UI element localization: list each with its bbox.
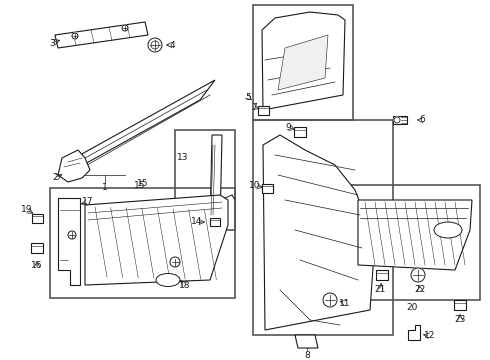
Polygon shape: [358, 200, 472, 270]
Bar: [454, 300, 466, 310]
Bar: [175, 130, 235, 230]
Text: 19: 19: [21, 206, 33, 215]
Bar: [262, 184, 272, 193]
Circle shape: [411, 268, 425, 282]
Polygon shape: [58, 150, 90, 182]
Circle shape: [148, 38, 162, 52]
Text: 13: 13: [177, 153, 189, 162]
Text: 7: 7: [251, 103, 257, 112]
Polygon shape: [58, 198, 80, 285]
Polygon shape: [278, 35, 328, 90]
Bar: [31, 243, 43, 253]
Text: 15: 15: [137, 179, 149, 188]
Circle shape: [151, 41, 159, 49]
Bar: [350, 185, 480, 300]
Circle shape: [72, 33, 78, 39]
Polygon shape: [55, 22, 148, 48]
Bar: [376, 270, 388, 280]
Text: 12: 12: [424, 332, 436, 341]
Text: 20: 20: [406, 302, 417, 311]
Polygon shape: [408, 325, 420, 340]
Bar: [31, 213, 43, 222]
Text: 6: 6: [419, 116, 425, 125]
Bar: [253, 5, 353, 120]
Bar: [253, 120, 393, 335]
Text: 9: 9: [285, 122, 291, 131]
Polygon shape: [85, 195, 228, 285]
Text: 2: 2: [52, 174, 58, 183]
Text: 5: 5: [245, 93, 251, 102]
Circle shape: [323, 293, 337, 307]
Bar: [50, 188, 235, 298]
Text: 4: 4: [169, 40, 175, 49]
Circle shape: [394, 117, 400, 123]
Ellipse shape: [156, 274, 180, 287]
Text: 23: 23: [454, 315, 466, 324]
Text: 8: 8: [304, 351, 310, 360]
Text: 10: 10: [249, 181, 261, 190]
Text: 14: 14: [191, 217, 203, 226]
Polygon shape: [210, 135, 222, 225]
Text: 11: 11: [339, 298, 351, 307]
Bar: [210, 218, 220, 226]
Text: 18: 18: [179, 280, 191, 289]
Text: 16: 16: [31, 261, 43, 270]
Bar: [393, 116, 407, 124]
Text: 15: 15: [134, 180, 146, 189]
Text: 3: 3: [49, 39, 55, 48]
Circle shape: [68, 231, 76, 239]
Polygon shape: [295, 335, 318, 348]
Ellipse shape: [434, 222, 462, 238]
Bar: [258, 105, 269, 114]
Polygon shape: [65, 80, 215, 175]
Circle shape: [122, 25, 128, 31]
Bar: [294, 127, 306, 137]
Text: 21: 21: [374, 285, 386, 294]
Text: 1: 1: [102, 184, 108, 193]
Polygon shape: [263, 135, 375, 330]
Polygon shape: [262, 12, 345, 110]
Text: 17: 17: [82, 198, 94, 207]
Text: 22: 22: [415, 285, 426, 294]
Circle shape: [170, 257, 180, 267]
